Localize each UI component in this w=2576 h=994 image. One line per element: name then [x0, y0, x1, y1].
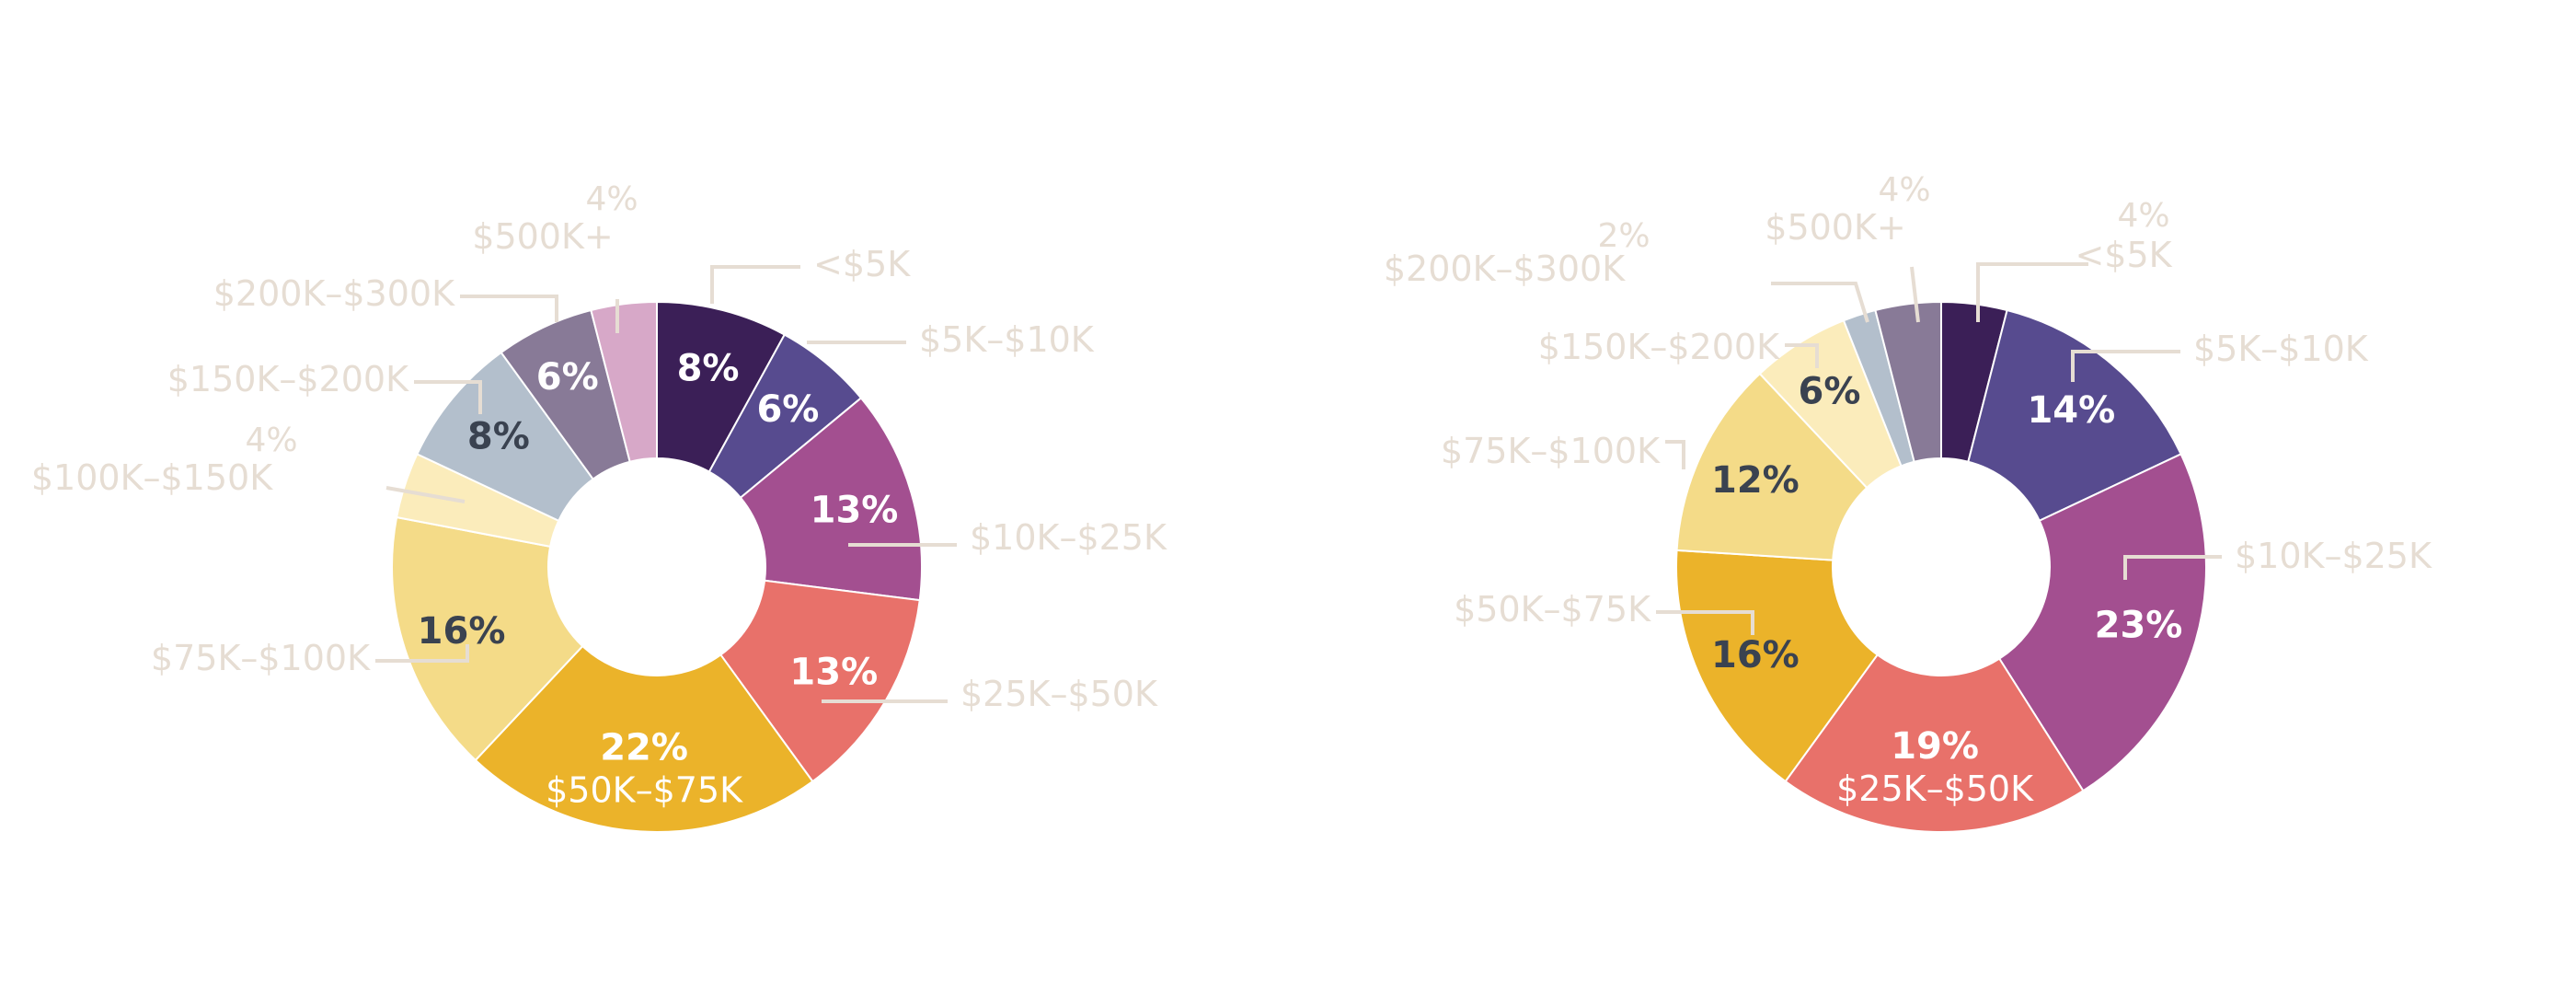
data-label: 6% [756, 388, 819, 431]
category-label: $100K–$150K [31, 457, 273, 498]
data-label: 12% [1711, 459, 1800, 502]
leader-line [414, 380, 482, 414]
category-label: $25K–$50K [960, 674, 1158, 714]
category-label: $25K–$50K [1836, 769, 2034, 809]
donut-chart-1: 8% <$5K 6% $5K–$10K 13% $10K–$25K 13% $25K–$50K… [31, 180, 1167, 833]
data-label: 4% [1878, 171, 1930, 209]
leader-line [1665, 440, 1685, 469]
data-label: 4% [2117, 197, 2169, 235]
data-label: 23% [2095, 604, 2183, 646]
data-label: 22% [600, 726, 688, 769]
leader-line [2071, 350, 2180, 382]
data-label: 8% [677, 348, 740, 390]
data-label: 16% [418, 610, 506, 653]
category-label: $200K–$300K [213, 273, 455, 314]
category-label: $50K–$75K [1454, 589, 1651, 630]
category-label: $10K–$25K [970, 517, 1167, 558]
leader-line [375, 644, 469, 663]
slice-2 [1967, 308, 2182, 523]
category-label: $75K–$100K [151, 638, 371, 678]
slice-5 [1675, 549, 1880, 783]
data-label: 4% [245, 422, 297, 459]
slice-4 [1784, 653, 2085, 833]
leader-line [460, 295, 558, 322]
category-label: <$5K [2075, 235, 2172, 275]
category-label: $50K–$75K [546, 769, 743, 810]
slice-5 [474, 644, 814, 833]
slice-3 [1997, 453, 2207, 792]
data-label: 2% [1597, 217, 1650, 255]
data-label: 8% [467, 416, 530, 458]
category-label: $75K–$100K [1441, 431, 1661, 471]
data-label: 16% [1711, 634, 1800, 676]
category-label: $10K–$25K [2235, 536, 2432, 576]
leader-line [1656, 610, 1754, 635]
donut-chart-2: 4%<$5K14%$5K–$10K23%$10K–$25K19%$25K–$50… [1384, 171, 2432, 833]
data-label: 19% [1891, 725, 1979, 768]
slice-4 [719, 579, 921, 783]
data-label: 13% [811, 490, 899, 532]
category-label: $500K+ [1765, 207, 1905, 248]
data-label: 14% [2027, 389, 2115, 432]
category-label: $5K–$10K [2193, 329, 2369, 369]
category-label: <$5K [813, 244, 911, 284]
data-label: 6% [536, 356, 599, 399]
category-label: $150K–$200K [167, 359, 409, 399]
leader-line [2123, 555, 2222, 580]
category-label: $500K+ [472, 216, 613, 257]
category-label: $150K–$200K [1538, 327, 1780, 367]
leader-line [385, 486, 466, 503]
leader-line [1771, 282, 1869, 323]
category-label: $200K–$300K [1384, 248, 1626, 289]
slice-10 [590, 300, 658, 463]
leader-line [1976, 262, 2088, 322]
leader-line [1785, 343, 1819, 368]
data-label: 6% [1799, 371, 1861, 413]
leader-line [710, 265, 800, 304]
leader-line [1910, 266, 1920, 323]
data-label: 4% [585, 180, 638, 218]
data-label: 13% [789, 652, 878, 694]
slice-9 [1874, 300, 1942, 463]
slice-6 [391, 515, 584, 762]
category-label: $5K–$10K [919, 319, 1095, 360]
slice-3 [739, 397, 923, 602]
slice-6 [1675, 372, 1869, 561]
